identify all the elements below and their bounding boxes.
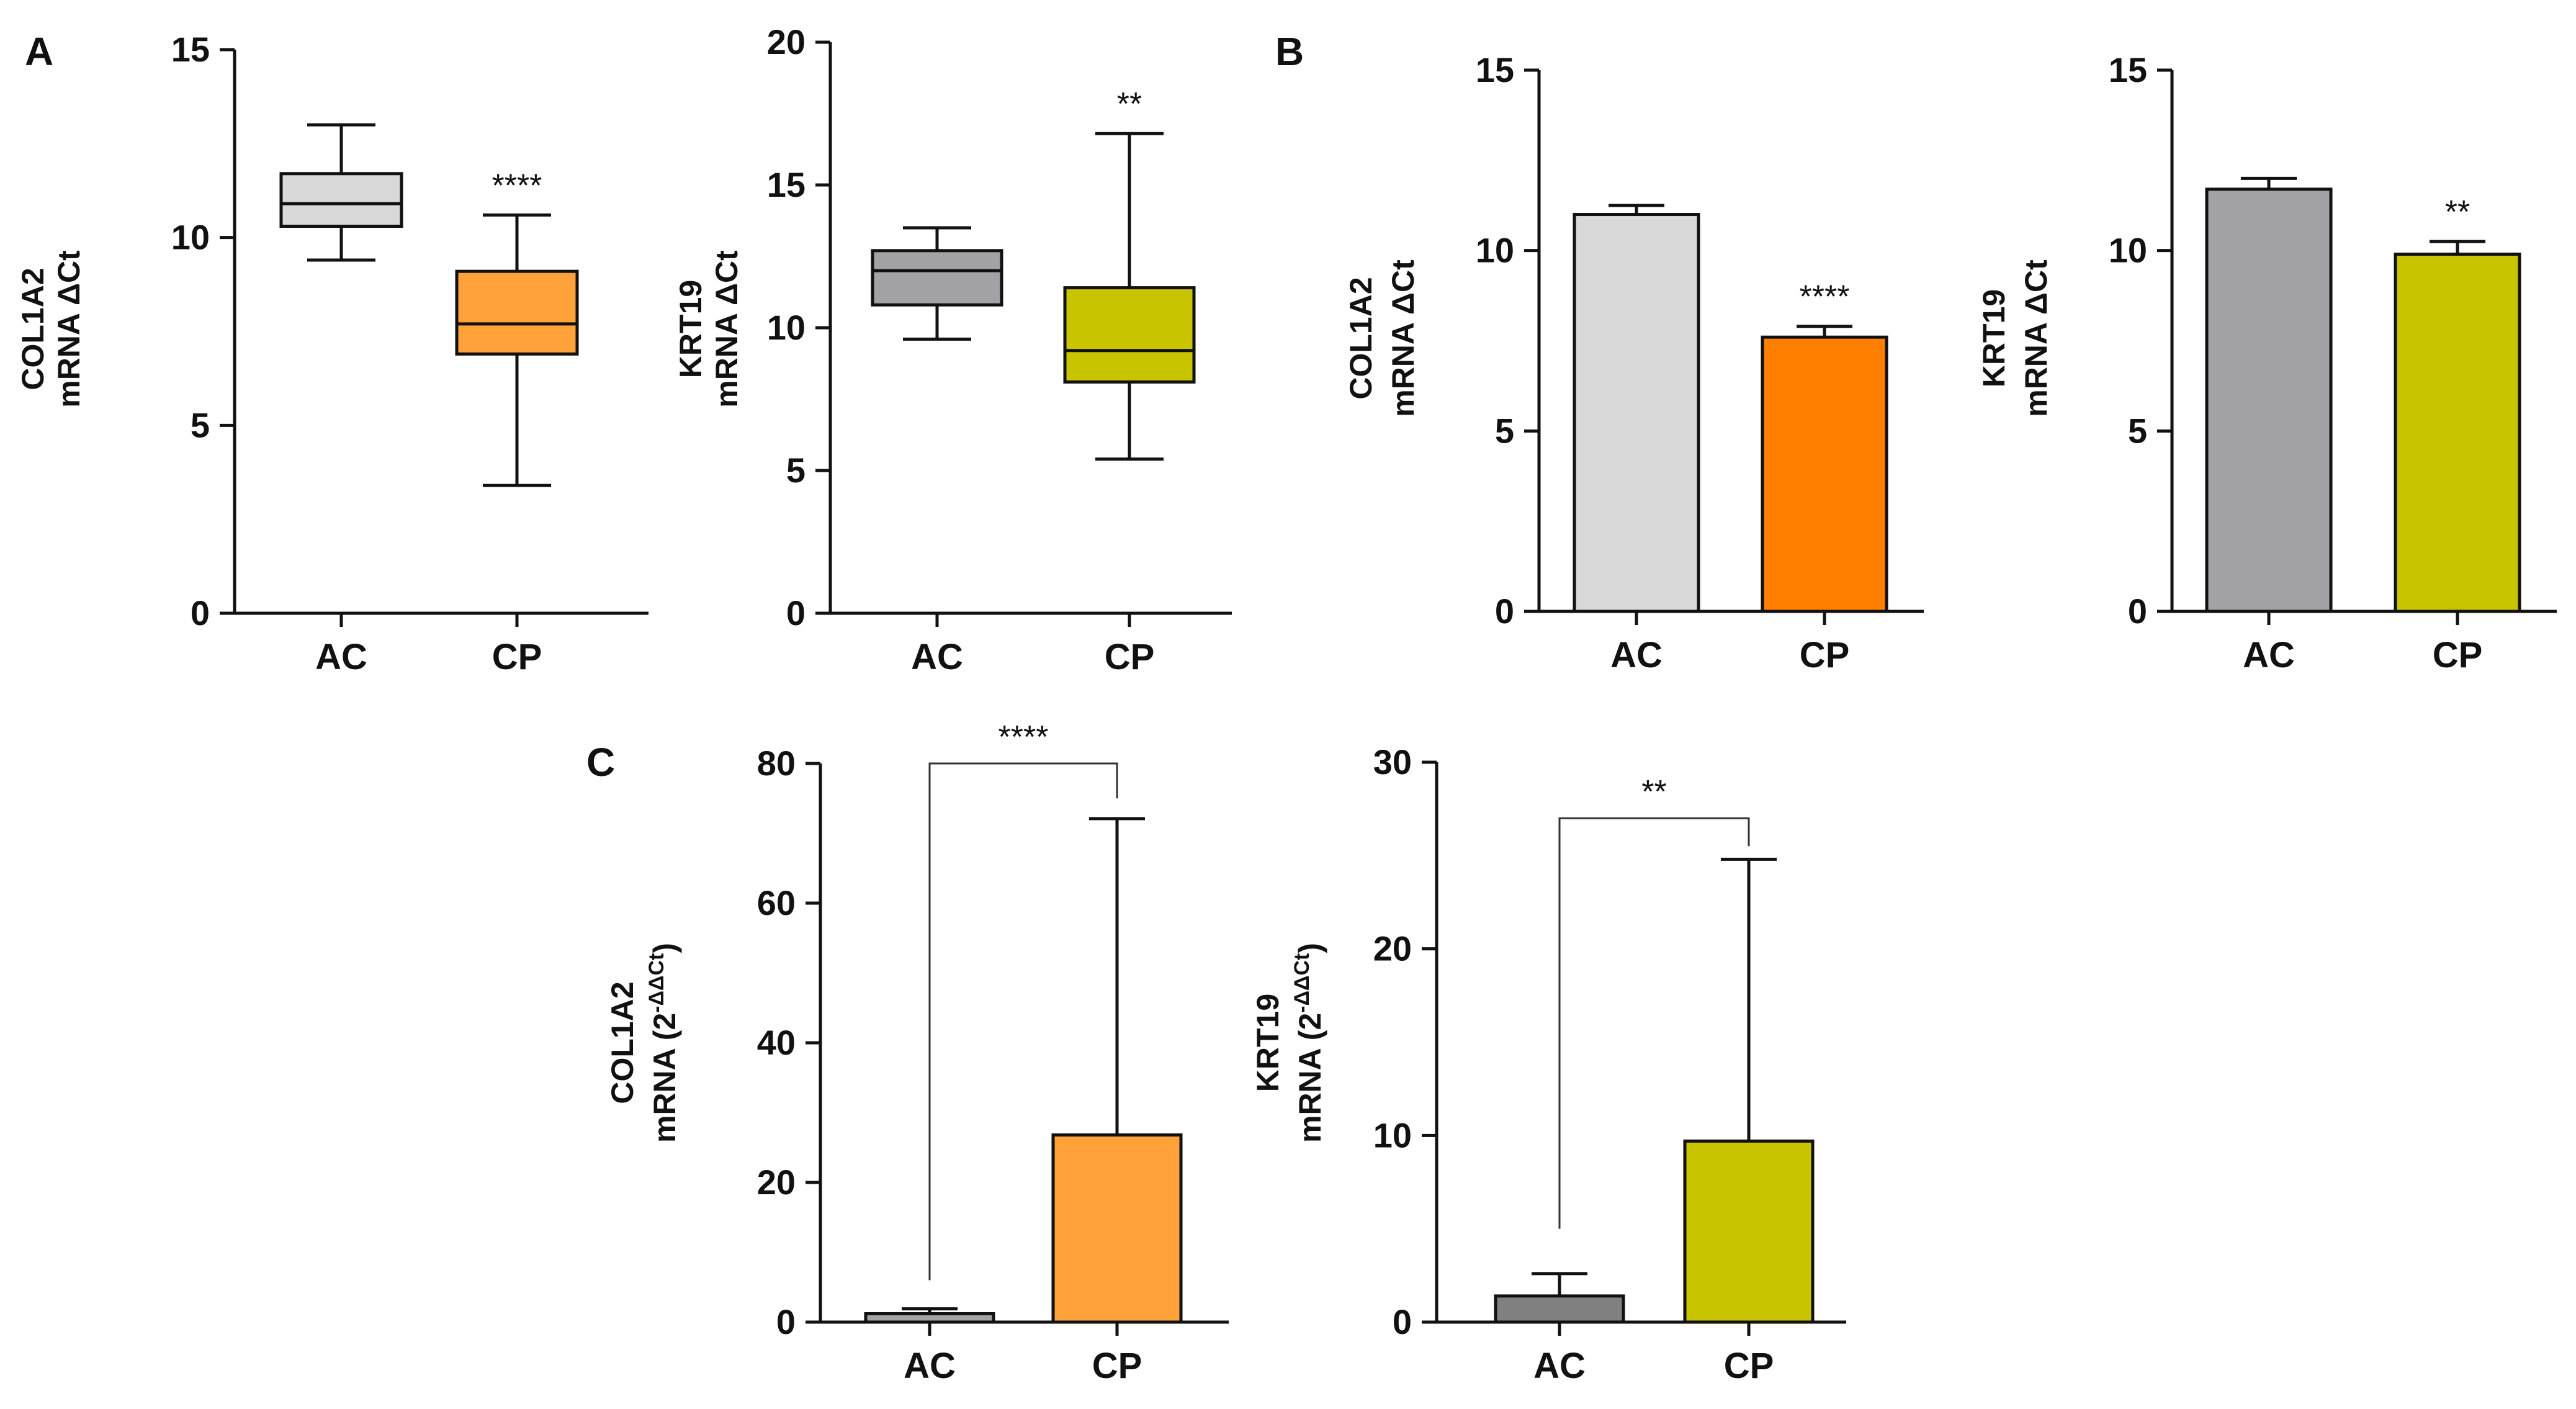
significance-label: **** <box>999 719 1049 755</box>
panel-label-b: B <box>1275 29 1304 74</box>
y-tick-label: 15 <box>767 165 806 204</box>
y-axis-label: mRNA ΔCt <box>52 250 86 408</box>
y-axis-label: mRNA ΔCt <box>2019 259 2053 417</box>
y-tick-label: 10 <box>171 218 210 257</box>
x-category-label: AC <box>1610 635 1663 675</box>
chart-a1: COL1A2 mRNA ΔCt 0 5 10 15 AC CP **** <box>16 30 648 677</box>
bar-CP <box>2394 252 2521 613</box>
panel-label-c: C <box>586 740 615 785</box>
y-tick-label: 10 <box>2109 231 2147 270</box>
x-category-label: CP <box>2433 635 2483 675</box>
y-axis-label: COL1A2 <box>605 981 640 1104</box>
x-category-label: AC <box>911 637 963 677</box>
x-category-label: AC <box>2243 635 2295 675</box>
x-category-label: AC <box>315 637 367 677</box>
box-AC <box>279 172 403 228</box>
y-tick-label: 0 <box>191 593 210 632</box>
x-category-label: AC <box>904 1346 956 1386</box>
box-CP <box>1063 286 1196 384</box>
y-tick-label: 5 <box>191 405 210 444</box>
y-tick-label: 0 <box>2128 592 2147 631</box>
chart-c1: COL1A2 mRNA (2-ΔΔCt) 0 20 40 60 80 AC CP **** <box>605 719 1229 1386</box>
y-tick-label: 10 <box>767 308 806 347</box>
y-tick-label: 0 <box>1495 592 1514 631</box>
y-tick-label: 10 <box>1373 1115 1412 1155</box>
y-axis-label: COL1A2 <box>16 268 50 390</box>
x-category-label: CP <box>1724 1346 1774 1386</box>
bar-AC <box>1573 213 1700 613</box>
y-axis-label: mRNA ΔCt <box>709 250 744 408</box>
bar-AC <box>2205 187 2333 613</box>
significance-bracket <box>928 762 1118 1281</box>
bar-CP <box>1683 1139 1815 1324</box>
y-tick-label: 20 <box>767 22 806 61</box>
significance-label: **** <box>492 168 542 204</box>
box-CP <box>455 269 579 356</box>
y-tick-label: 0 <box>786 593 806 632</box>
y-tick-label: 5 <box>1495 411 1514 450</box>
significance-label: **** <box>1800 279 1850 315</box>
x-category-label: AC <box>1533 1346 1586 1386</box>
y-tick-label: 80 <box>757 744 796 783</box>
y-tick-label: 10 <box>1476 231 1514 270</box>
x-category-label: CP <box>1092 1346 1142 1386</box>
panel-label-a: A <box>25 29 53 74</box>
y-axis-label: COL1A2 <box>1344 277 1378 399</box>
chart-b2: KRT19 mRNA ΔCt 0 5 10 15 AC CP ** <box>1977 50 2557 675</box>
chart-b1: COL1A2 mRNA ΔCt 0 5 10 15 AC CP **** <box>1344 50 1924 675</box>
y-tick-label: 60 <box>757 883 796 922</box>
y-tick-label: 20 <box>1373 929 1412 968</box>
x-category-label: CP <box>492 637 542 677</box>
chart-a2: KRT19 mRNA ΔCt 0 5 10 15 20 AC CP ** <box>673 22 1232 677</box>
significance-label: ** <box>1117 86 1142 122</box>
y-axis-label: KRT19 <box>1977 289 2011 387</box>
significance-label: ** <box>1641 774 1666 810</box>
x-category-label: CP <box>1105 637 1155 677</box>
y-tick-label: 5 <box>786 451 806 490</box>
y-tick-label: 30 <box>1373 742 1412 781</box>
bar-AC <box>864 1312 995 1324</box>
y-tick-label: 15 <box>2109 50 2147 89</box>
y-axis-label: mRNA (2-ΔΔCt) <box>1290 943 1327 1143</box>
y-tick-label: 0 <box>776 1302 796 1341</box>
y-tick-label: 40 <box>757 1023 796 1062</box>
chart-c2: KRT19 mRNA (2-ΔΔCt) 0 10 20 30 AC CP ** <box>1250 742 1846 1386</box>
bar-CP <box>1051 1133 1183 1324</box>
y-axis-label: KRT19 <box>1250 994 1285 1092</box>
y-tick-label: 15 <box>1476 50 1514 89</box>
bar-CP <box>1761 335 1888 613</box>
x-category-label: CP <box>1800 635 1850 675</box>
y-axis-label: mRNA (2-ΔΔCt) <box>645 943 682 1143</box>
y-axis-label: KRT19 <box>673 280 708 378</box>
box-AC <box>871 249 1003 307</box>
y-tick-label: 0 <box>1393 1302 1412 1341</box>
bar-AC <box>1494 1294 1625 1324</box>
y-axis-label: mRNA ΔCt <box>1386 259 1420 417</box>
y-tick-label: 15 <box>171 30 210 69</box>
significance-bracket <box>1558 817 1750 1229</box>
y-tick-label: 20 <box>757 1163 796 1202</box>
y-tick-label: 5 <box>2128 411 2147 450</box>
significance-label: ** <box>2445 194 2470 230</box>
